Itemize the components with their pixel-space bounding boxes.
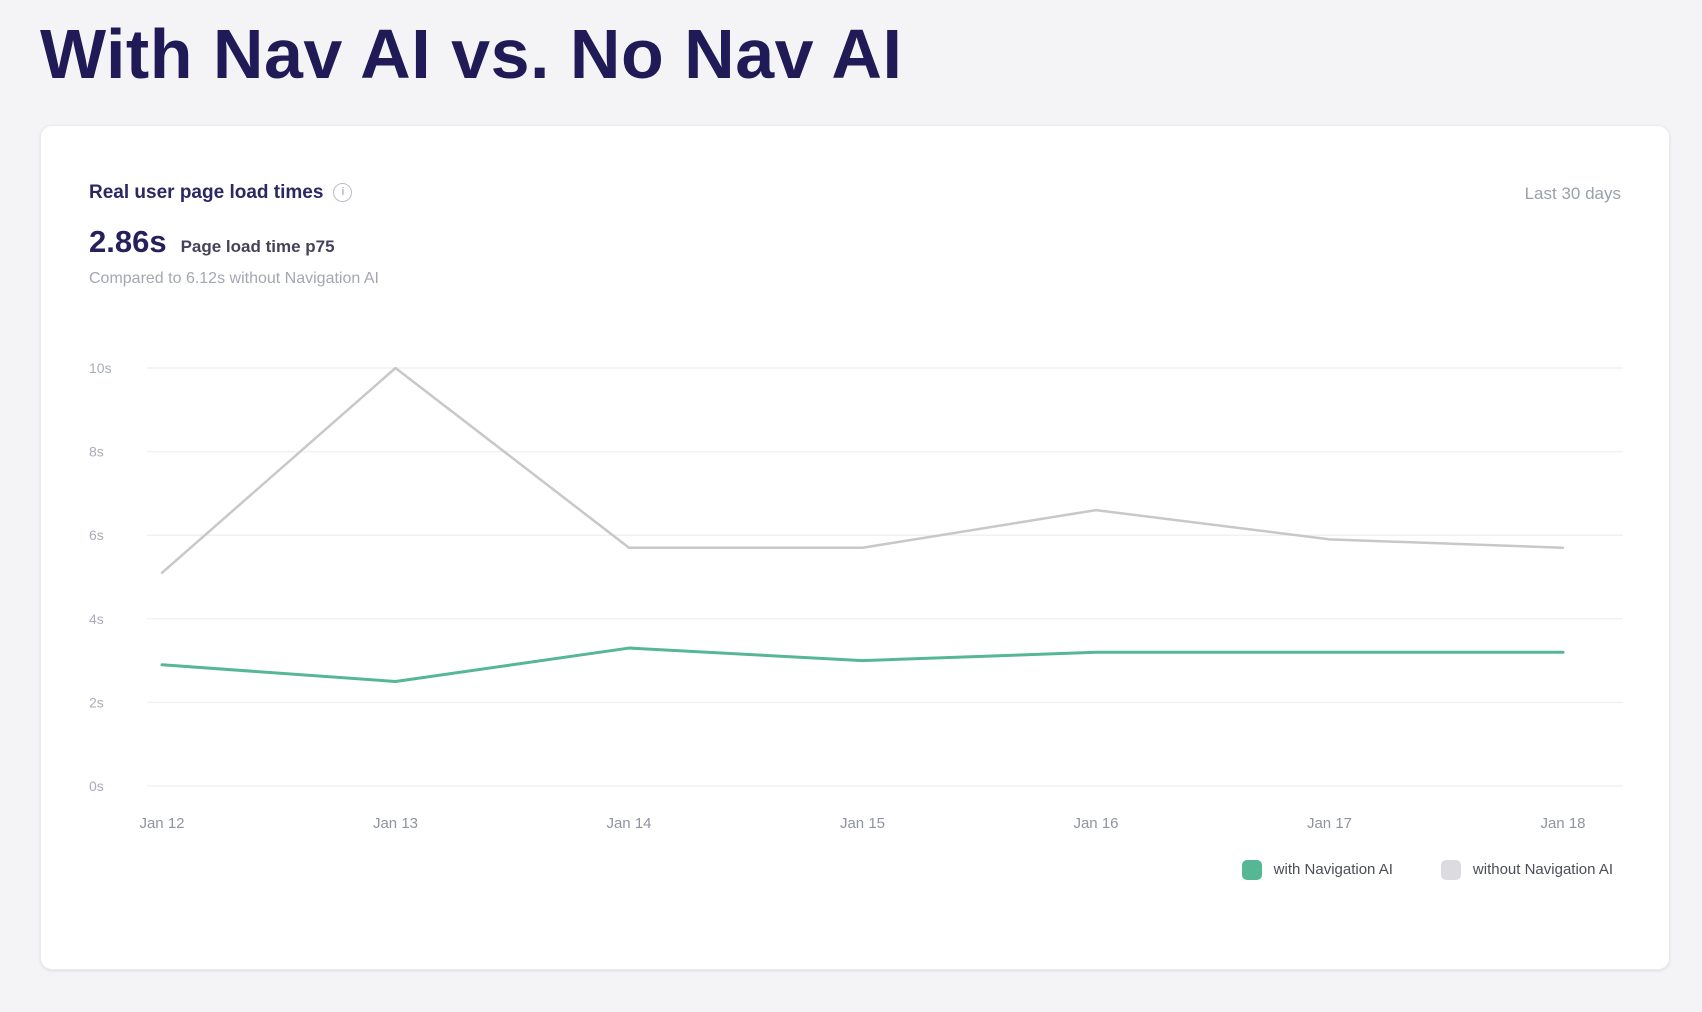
legend-swatch-with-navigation-ai <box>1241 859 1262 880</box>
x-tick-label: Jan 18 <box>1540 815 1585 832</box>
y-tick-label: 2s <box>89 694 104 710</box>
series-line-with-navigation-ai <box>160 646 1565 683</box>
legend-label: with Navigation AI <box>1273 861 1393 878</box>
y-tick-label: 8s <box>89 443 104 459</box>
metric-comparison: Compared to 6.12s without Navigation AI <box>89 269 379 287</box>
legend-label: without Navigation AI <box>1472 861 1613 878</box>
x-tick-label: Jan 15 <box>840 815 885 832</box>
card-header-left: Real user page load times i 2.86s Page l… <box>89 182 379 288</box>
y-tick-label: 10s <box>89 360 112 376</box>
x-tick-label: Jan 17 <box>1307 815 1352 832</box>
x-tick-label: Jan 13 <box>373 815 418 832</box>
chart-legend: with Navigation AI without Navigation AI <box>89 859 1621 880</box>
x-tick-label: Jan 14 <box>606 815 651 832</box>
line-chart: 0s 2s 4s 6s 8s 10s Jan 12 Jan 13 Jan 14 Jan 15 Jan… <box>89 338 1623 838</box>
y-tick-label: 6s <box>89 527 104 543</box>
info-icon[interactable]: i <box>333 183 353 202</box>
page-title: With Nav AI vs. No Nav AI <box>40 15 903 93</box>
legend-item-with-navigation-ai[interactable]: with Navigation AI <box>1241 859 1393 880</box>
metric-label: Page load time p75 <box>180 236 335 256</box>
metric-row: 2.86s Page load time p75 <box>89 224 379 260</box>
page: With Nav AI vs. No Nav AI Real user page… <box>40 15 1670 970</box>
legend-swatch-without-navigation-ai <box>1440 859 1461 880</box>
y-tick-label: 0s <box>89 778 104 794</box>
card-header: Real user page load times i 2.86s Page l… <box>89 182 1621 288</box>
card-title: Real user page load times <box>89 181 324 203</box>
metrics-card: Real user page load times i 2.86s Page l… <box>40 124 1670 970</box>
time-range-label: Last 30 days <box>1524 183 1621 203</box>
y-tick-label: 4s <box>89 610 104 626</box>
x-tick-label: Jan 16 <box>1073 815 1118 832</box>
legend-item-without-navigation-ai[interactable]: without Navigation AI <box>1440 859 1613 880</box>
series-line-without-navigation-ai <box>160 366 1565 574</box>
metric-value: 2.86s <box>89 223 167 259</box>
line-chart-canvas: 0s 2s 4s 6s 8s 10s Jan 12 Jan 13 Jan 14 Jan 15 Jan… <box>89 360 1623 832</box>
x-tick-label: Jan 12 <box>139 815 184 832</box>
card-title-row: Real user page load times i <box>89 182 379 204</box>
